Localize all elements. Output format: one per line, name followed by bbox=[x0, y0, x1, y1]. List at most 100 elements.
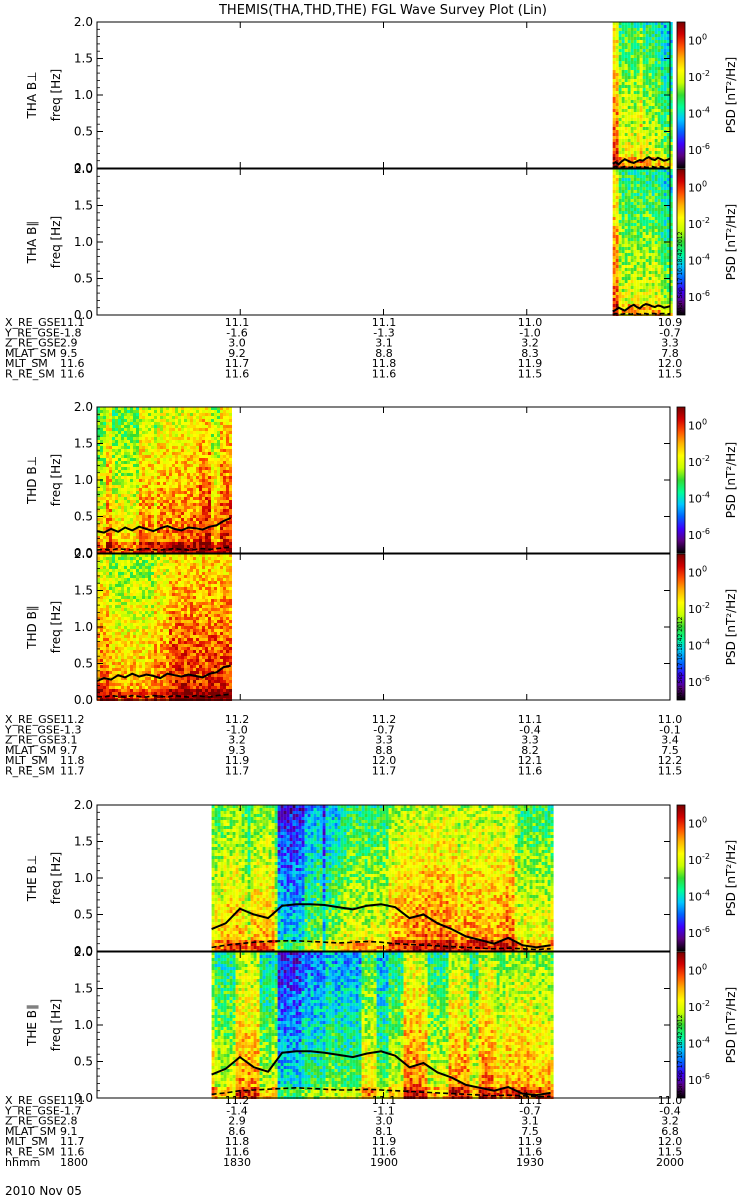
spectrogram-cell bbox=[636, 37, 640, 40]
spectrogram-cell bbox=[106, 518, 109, 521]
spectrogram-cell bbox=[636, 106, 640, 109]
spectrogram-cell bbox=[636, 178, 640, 181]
spectrogram-cell bbox=[621, 295, 625, 298]
spectrogram-cell bbox=[621, 271, 625, 274]
spectrogram-cell bbox=[118, 605, 121, 608]
spectrogram-cell bbox=[130, 422, 133, 425]
spectrogram-cell bbox=[115, 452, 118, 455]
spectrogram-cell bbox=[130, 503, 133, 506]
spectrogram-cell bbox=[103, 557, 106, 560]
spectrogram-cell bbox=[654, 181, 658, 184]
spectrogram-cell bbox=[106, 659, 109, 662]
spectrogram-cell bbox=[612, 28, 616, 31]
spectrogram-cell bbox=[118, 542, 121, 545]
spectrogram-cell bbox=[145, 485, 148, 488]
spectrogram-cell bbox=[103, 419, 106, 422]
spectrogram-cell bbox=[627, 298, 631, 301]
spectrogram-cell bbox=[618, 181, 622, 184]
spectrogram-cell bbox=[660, 130, 664, 133]
spectrogram-cell bbox=[190, 425, 193, 428]
spectrogram-cell bbox=[666, 217, 670, 220]
spectrogram-cell bbox=[166, 440, 169, 443]
spectrogram-cell bbox=[229, 458, 232, 461]
spectrogram-cell bbox=[139, 419, 142, 422]
spectrogram-cell bbox=[163, 419, 166, 422]
spectrogram-cell bbox=[181, 542, 184, 545]
spectrogram-cell bbox=[130, 566, 133, 569]
spectrogram-cell bbox=[142, 446, 145, 449]
spectrogram-cell bbox=[627, 262, 631, 265]
spectrogram-cell bbox=[633, 25, 637, 28]
spectrogram-cell bbox=[642, 91, 646, 94]
spectrogram-cell bbox=[109, 641, 112, 644]
spectrogram-cell bbox=[175, 476, 178, 479]
spectrogram-cell bbox=[663, 223, 667, 226]
spectrogram-cell bbox=[654, 283, 658, 286]
spectrogram-cell bbox=[169, 500, 172, 503]
spectrogram-cell bbox=[163, 530, 166, 533]
spectrogram-cell bbox=[211, 527, 214, 530]
spectrogram-cell bbox=[115, 434, 118, 437]
spectrogram-cell bbox=[615, 199, 619, 202]
spectrogram-cell bbox=[651, 271, 655, 274]
spectrogram-cell bbox=[615, 61, 619, 64]
spectrogram-cell bbox=[666, 148, 670, 151]
spectrogram-cell bbox=[121, 491, 124, 494]
spectrogram-cell bbox=[169, 428, 172, 431]
spectrogram-cell bbox=[97, 431, 100, 434]
spectrogram-cell bbox=[618, 76, 622, 79]
spectrogram-cell bbox=[229, 446, 232, 449]
spectrogram-cell bbox=[130, 491, 133, 494]
spectrogram-cell bbox=[172, 431, 175, 434]
spectrogram-cell bbox=[130, 416, 133, 419]
spectrogram-cell bbox=[624, 190, 628, 193]
spectrogram-cell bbox=[642, 235, 646, 238]
spectrogram-cell bbox=[133, 491, 136, 494]
spectrogram-cell bbox=[621, 55, 625, 58]
spectrogram-cell bbox=[630, 151, 634, 154]
spectrogram-cell bbox=[115, 569, 118, 572]
spectrogram-cell bbox=[136, 536, 139, 539]
spectrogram-cell bbox=[100, 470, 103, 473]
spectrogram-cell bbox=[669, 85, 673, 88]
spectrogram-cell bbox=[648, 55, 652, 58]
spectrogram-cell bbox=[205, 542, 208, 545]
spectrogram-cell bbox=[654, 73, 658, 76]
spectrogram-cell bbox=[127, 458, 130, 461]
spectrogram-cell bbox=[648, 31, 652, 34]
spectrogram-cell bbox=[121, 689, 124, 692]
spectrogram-cell bbox=[669, 271, 673, 274]
spectrogram-cell bbox=[148, 482, 151, 485]
spectrogram-cell bbox=[636, 43, 640, 46]
spectrogram-cell bbox=[648, 280, 652, 283]
spectrogram-cell bbox=[226, 494, 229, 497]
spectrogram-cell bbox=[627, 277, 631, 280]
spectrogram-cell bbox=[636, 76, 640, 79]
spectrogram-cell bbox=[663, 244, 667, 247]
spectrogram-cell bbox=[127, 560, 130, 563]
spectrogram-cell bbox=[663, 118, 667, 121]
spectrogram-cell bbox=[636, 250, 640, 253]
spectrogram-cell bbox=[199, 458, 202, 461]
spectrogram-cell bbox=[178, 488, 181, 491]
spectrogram-cell bbox=[166, 482, 169, 485]
spectrogram-cell bbox=[115, 443, 118, 446]
spectrogram-cell bbox=[624, 52, 628, 55]
spectrogram-cell bbox=[624, 37, 628, 40]
spectrogram-cell bbox=[669, 187, 673, 190]
spectrogram-cell bbox=[145, 443, 148, 446]
spectrogram-cell bbox=[112, 419, 115, 422]
spectrogram-cell bbox=[220, 503, 223, 506]
spectrogram-cell bbox=[142, 461, 145, 464]
spectrogram-cell bbox=[612, 97, 616, 100]
spectrogram-cell bbox=[100, 509, 103, 512]
spectrogram-cell bbox=[121, 470, 124, 473]
spectrogram-cell bbox=[648, 232, 652, 235]
spectrogram-cell bbox=[154, 416, 157, 419]
spectrogram-cell bbox=[109, 506, 112, 509]
spectrogram-cell bbox=[220, 542, 223, 545]
spectrogram-cell bbox=[618, 70, 622, 73]
spectrogram-cell bbox=[666, 190, 670, 193]
spectrogram-cell bbox=[630, 217, 634, 220]
spectrogram-cell bbox=[660, 244, 664, 247]
